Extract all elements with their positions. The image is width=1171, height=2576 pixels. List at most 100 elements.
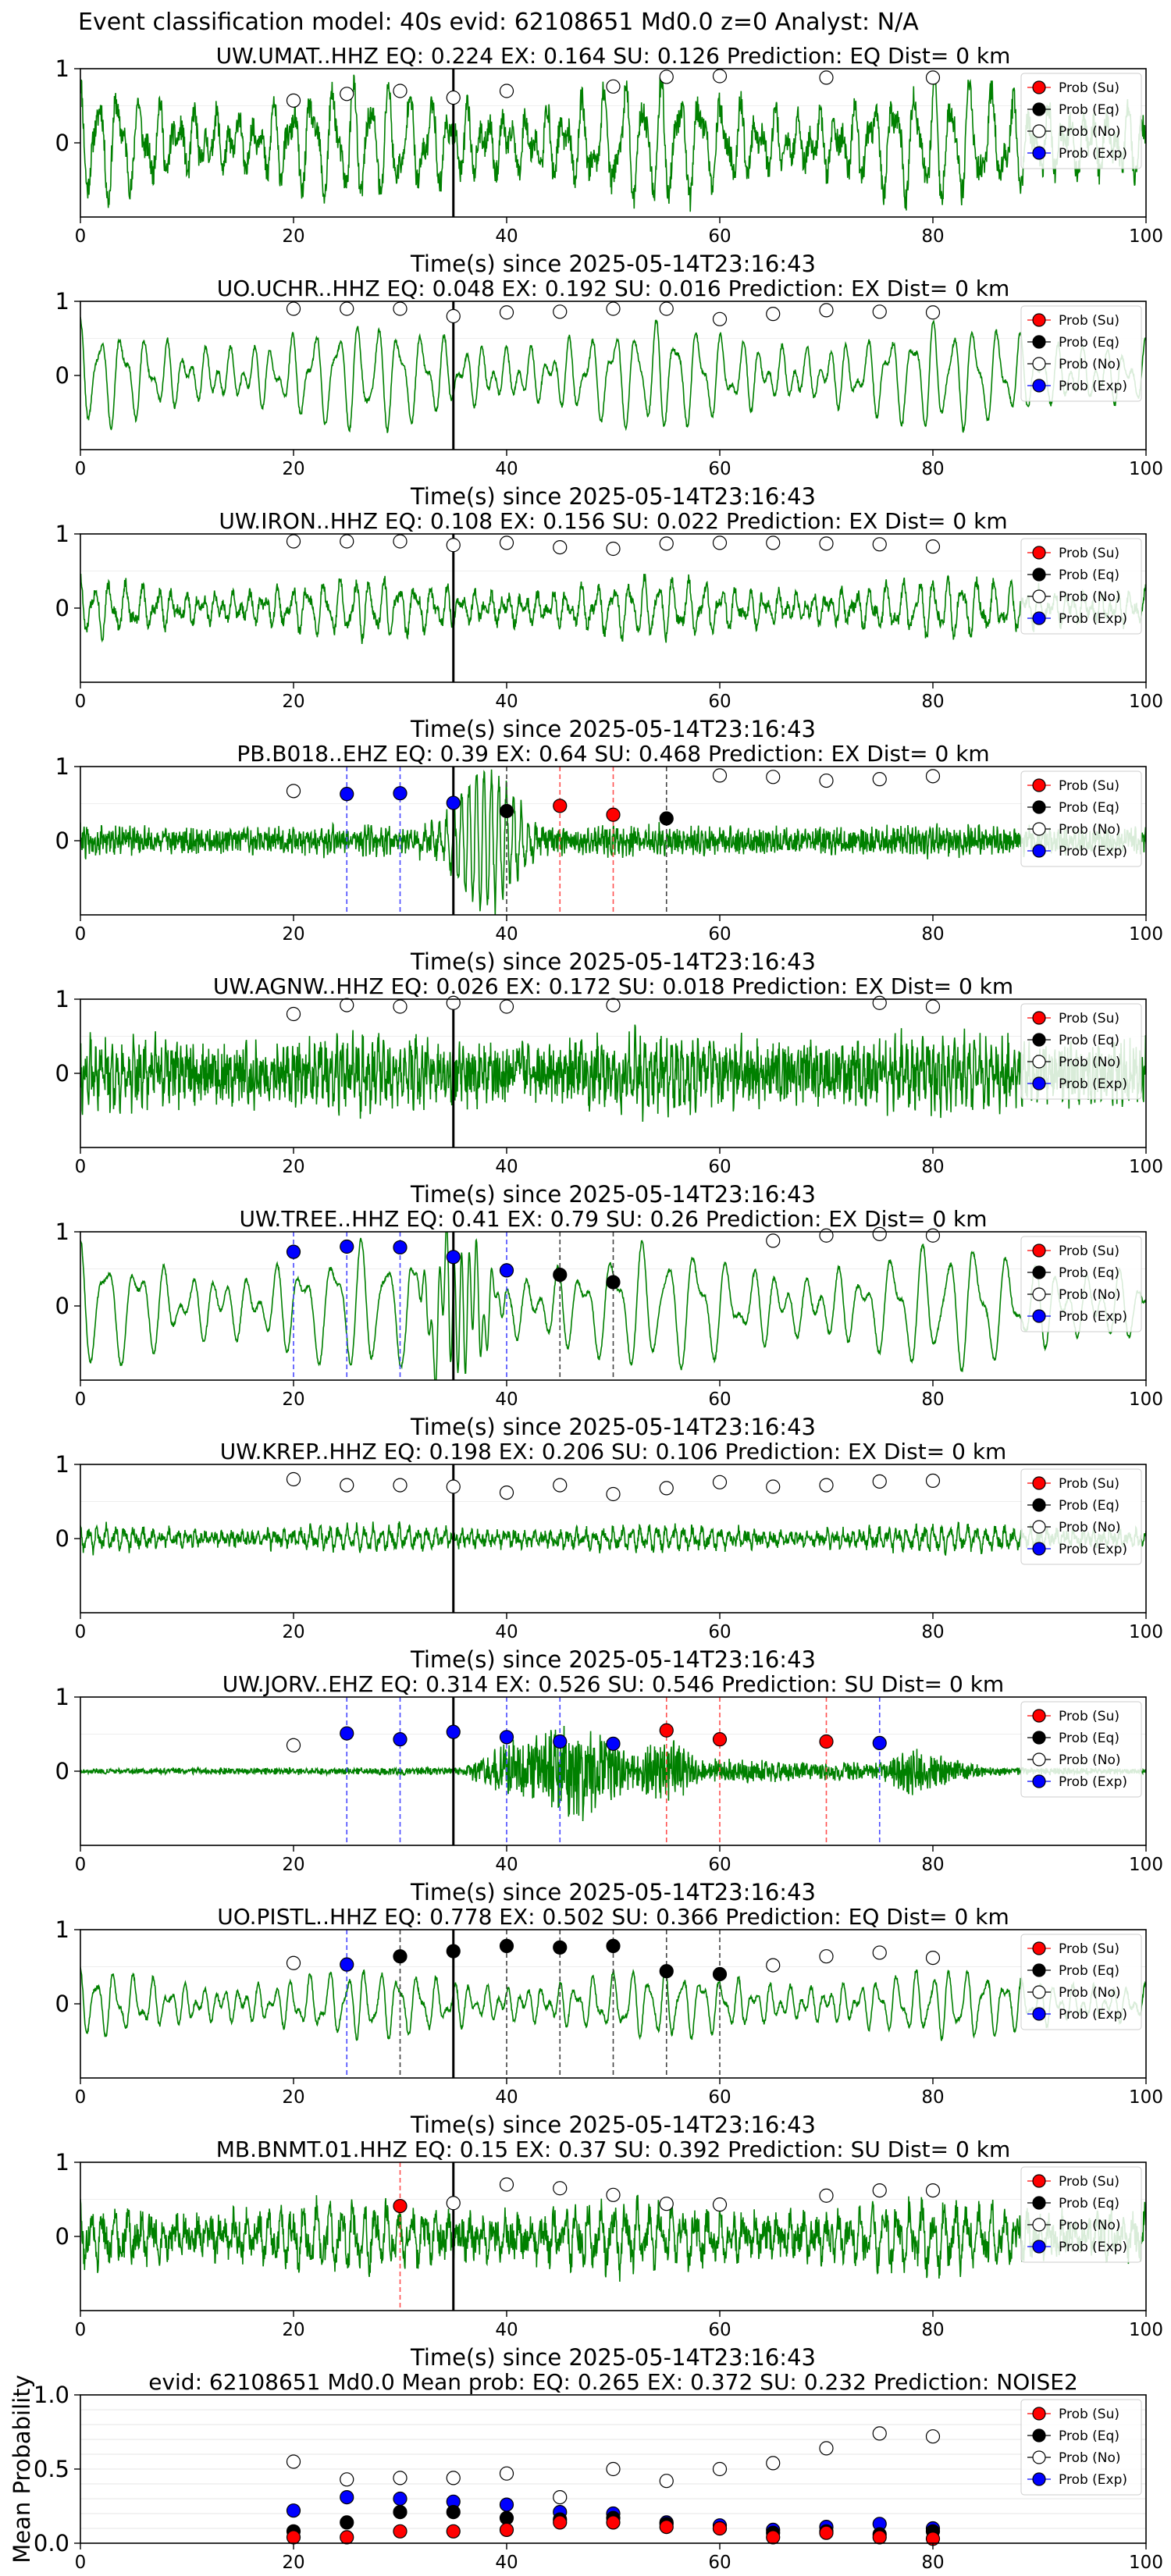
y-tick-label: 1 bbox=[55, 753, 69, 780]
legend-marker-su bbox=[1032, 1011, 1046, 1025]
point-exp bbox=[340, 787, 354, 802]
x-tick-label: 0 bbox=[75, 459, 87, 479]
legend-label-exp: Prob (Exp) bbox=[1059, 1774, 1127, 1790]
x-tick-label: 80 bbox=[921, 1622, 944, 1642]
x-tick-label: 0 bbox=[75, 1622, 87, 1642]
y-tick-label: 1 bbox=[55, 2149, 69, 2176]
point-no bbox=[286, 1471, 301, 1487]
x-tick-label: 100 bbox=[1129, 459, 1163, 479]
point-su bbox=[659, 2520, 674, 2535]
point-no bbox=[446, 995, 461, 1010]
x-tick-label: 40 bbox=[495, 1622, 518, 1642]
legend-marker-no bbox=[1032, 2218, 1046, 2232]
legend-box bbox=[1020, 1934, 1142, 2030]
point-no bbox=[286, 93, 301, 108]
panel-5: UW.TREE..HHZ EQ: 0.41 EX: 0.79 SU: 0.26 … bbox=[55, 1206, 1163, 1440]
legend-marker-eq bbox=[1032, 102, 1046, 116]
point-exp bbox=[286, 1244, 301, 1259]
point-no bbox=[499, 84, 514, 98]
point-no bbox=[286, 2454, 301, 2469]
x-tick-label: 80 bbox=[921, 2553, 944, 2573]
point-exp bbox=[499, 1263, 514, 1278]
point-no bbox=[553, 539, 568, 555]
x-tick-label: 80 bbox=[921, 226, 944, 247]
legend-marker-exp bbox=[1032, 2472, 1046, 2486]
y-tick-label: 1.0 bbox=[34, 2382, 69, 2408]
point-no bbox=[340, 87, 354, 101]
x-axis-label: Time(s) since 2025-05-14T23:16:43 bbox=[410, 948, 816, 975]
x-tick-label: 80 bbox=[921, 692, 944, 712]
legend-label-exp: Prob (Exp) bbox=[1059, 146, 1127, 162]
legend-label-eq: Prob (Eq) bbox=[1059, 2196, 1119, 2211]
x-tick-label: 20 bbox=[282, 1389, 304, 1410]
x-tick-label: 0 bbox=[75, 1157, 87, 1177]
legend-box bbox=[1020, 538, 1142, 635]
x-tick-label: 100 bbox=[1129, 1622, 1163, 1642]
point-su bbox=[499, 2522, 514, 2537]
point-su bbox=[340, 2530, 354, 2545]
y-tick-label: 0 bbox=[55, 1758, 69, 1784]
legend-label-su: Prob (Su) bbox=[1059, 1941, 1119, 1957]
x-axis-label: Time(s) since 2025-05-14T23:16:43 bbox=[410, 1879, 816, 1905]
point-no bbox=[606, 301, 621, 316]
point-no bbox=[819, 536, 834, 551]
legend-marker-eq bbox=[1032, 335, 1046, 349]
point-no bbox=[286, 534, 301, 549]
x-tick-label: 60 bbox=[708, 1622, 731, 1642]
panels: UW.UMAT..HHZ EQ: 0.224 EX: 0.164 SU: 0.1… bbox=[9, 43, 1163, 2573]
point-no bbox=[340, 301, 354, 316]
point-no bbox=[606, 2461, 621, 2477]
point-no bbox=[925, 539, 941, 554]
point-no bbox=[446, 538, 461, 553]
legend-marker-exp bbox=[1032, 1542, 1046, 1556]
legend-label-su: Prob (Su) bbox=[1059, 2407, 1119, 2422]
y-tick-label: 1 bbox=[55, 521, 69, 547]
x-tick-label: 20 bbox=[282, 1157, 304, 1177]
point-exp bbox=[606, 1736, 621, 1751]
x-tick-label: 20 bbox=[282, 692, 304, 712]
legend-label-exp: Prob (Exp) bbox=[1059, 844, 1127, 859]
point-exp bbox=[499, 1730, 514, 1745]
waveform-trace bbox=[80, 1024, 1146, 1123]
point-no bbox=[286, 1955, 301, 1970]
point-su bbox=[606, 2515, 621, 2530]
y-tick-label: 0 bbox=[55, 595, 69, 621]
point-no bbox=[872, 1474, 887, 1489]
legend-label-no: Prob (No) bbox=[1059, 2218, 1121, 2233]
point-no bbox=[925, 999, 941, 1014]
panel-title: PB.B018..EHZ EQ: 0.39 EX: 0.64 SU: 0.468… bbox=[237, 741, 989, 767]
point-exp bbox=[499, 2497, 514, 2512]
x-tick-label: 40 bbox=[495, 1389, 518, 1410]
x-tick-label: 80 bbox=[921, 1389, 944, 1410]
point-no bbox=[925, 1951, 941, 1966]
point-no bbox=[553, 304, 568, 319]
point-su bbox=[553, 2515, 568, 2530]
legend-label-no: Prob (No) bbox=[1059, 1055, 1121, 1070]
x-tick-label: 100 bbox=[1129, 1157, 1163, 1177]
legend: Prob (Su) Prob (Eq) Prob (No) Prob (Exp) bbox=[1020, 2399, 1142, 2496]
point-no bbox=[872, 772, 887, 787]
legend-box bbox=[1020, 1468, 1142, 1565]
x-tick-label: 40 bbox=[495, 924, 518, 945]
x-tick-label: 60 bbox=[708, 692, 731, 712]
legend-label-su: Prob (Su) bbox=[1059, 1709, 1119, 1724]
point-no bbox=[925, 2429, 941, 2444]
point-no bbox=[393, 999, 408, 1014]
point-su bbox=[606, 807, 621, 822]
x-tick-label: 100 bbox=[1129, 692, 1163, 712]
legend-marker-eq bbox=[1032, 2196, 1046, 2210]
x-tick-label: 20 bbox=[282, 459, 304, 479]
legend-label-eq: Prob (Eq) bbox=[1059, 1033, 1119, 1048]
x-tick-label: 100 bbox=[1129, 1389, 1163, 1410]
point-no bbox=[872, 2426, 887, 2441]
point-eq bbox=[393, 2505, 408, 2520]
legend-label-su: Prob (Su) bbox=[1059, 546, 1119, 561]
x-tick-label: 60 bbox=[708, 1157, 731, 1177]
point-no bbox=[659, 1481, 674, 1496]
point-exp bbox=[340, 1726, 354, 1741]
point-su bbox=[659, 1723, 674, 1738]
x-tick-label: 40 bbox=[495, 2087, 518, 2108]
legend-marker-exp bbox=[1032, 146, 1046, 160]
legend-label-no: Prob (No) bbox=[1059, 1287, 1121, 1303]
point-no bbox=[925, 305, 941, 320]
